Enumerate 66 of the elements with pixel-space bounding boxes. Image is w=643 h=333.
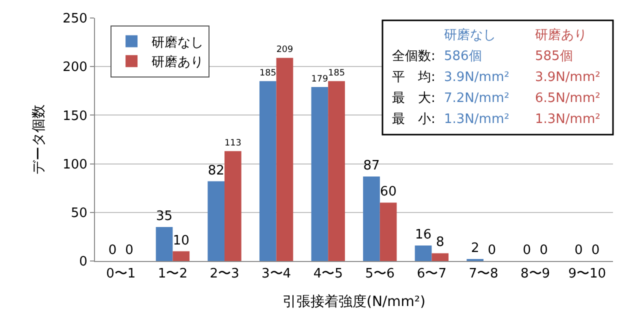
y-tick-label: 0 [79,254,88,270]
bar [328,81,345,261]
x-tick-label: 0〜1 [106,266,136,282]
annotation: 3.9N/mm² [535,70,600,85]
bar [172,251,190,261]
data-label: 82 [208,163,224,178]
x-axis-title: 引張接着強度(N/mm²) [282,294,426,310]
data-label: 87 [363,158,380,174]
bar [156,226,173,261]
data-label: 2 [470,241,480,256]
data-label: 8 [436,235,444,250]
x-tick-label: 9〜10 [568,266,606,282]
y-axis-title: データ個数 [31,104,48,174]
data-label: 185 [328,68,345,78]
annotation: 585個 [535,49,573,64]
bar [311,87,328,261]
annotation: 1.3N/mm² [444,112,510,127]
y-tick-label: 200 [62,60,88,76]
x-tick-label: 8〜9 [520,266,550,282]
annotation: 最 大: [392,91,436,106]
data-label: 60 [380,184,397,200]
data-label: 10 [172,233,190,248]
data-label: 209 [276,45,294,56]
data-label: 0 [108,243,117,258]
bar [380,202,397,261]
annotation: 平 均: [392,70,436,85]
data-label: 16 [415,227,432,242]
y-tick-label: 100 [62,157,88,172]
bar [432,253,449,261]
bar [224,151,242,261]
annotation: 586個 [444,49,482,64]
legend-label: 研磨あり [152,55,204,70]
x-tick-label: 7〜8 [468,266,498,282]
data-label: 0 [125,243,134,258]
data-label: 0 [522,243,532,258]
data-label: 185 [259,68,276,78]
data-label: 179 [311,74,328,84]
y-tick-label: 50 [70,206,88,221]
annotation: 3.9N/mm² [444,70,510,85]
annotation: 研磨あり [535,28,587,43]
bar [414,245,432,261]
annotation: 最 小: [392,112,436,127]
x-tick-label: 1〜2 [158,266,188,282]
legend-label: 研磨なし [152,35,204,50]
bar [259,81,276,261]
data-label: 0 [540,243,548,258]
bar [208,181,224,261]
y-tick-label: 250 [62,12,88,27]
y-tick-label: 150 [62,108,88,124]
annotation: 全個数: [392,49,436,64]
bar [276,58,294,261]
x-tick-label: 6〜7 [416,266,446,282]
annotation: 研磨なし [444,28,496,43]
annotation: 1.3N/mm² [535,112,600,127]
bar [363,176,380,261]
annotation: 6.5N/mm² [535,91,600,106]
annotation: 7.2N/mm² [444,91,510,106]
data-label: 0 [591,243,600,258]
x-tick-label: 4〜5 [313,266,343,282]
data-label: 0 [574,243,583,258]
data-label: 113 [224,138,242,148]
x-tick-label: 3〜4 [262,266,292,282]
x-tick-label: 2〜3 [210,266,240,282]
x-tick-label: 5〜6 [365,266,395,282]
data-label: 0 [488,243,496,258]
data-label: 35 [156,208,173,224]
